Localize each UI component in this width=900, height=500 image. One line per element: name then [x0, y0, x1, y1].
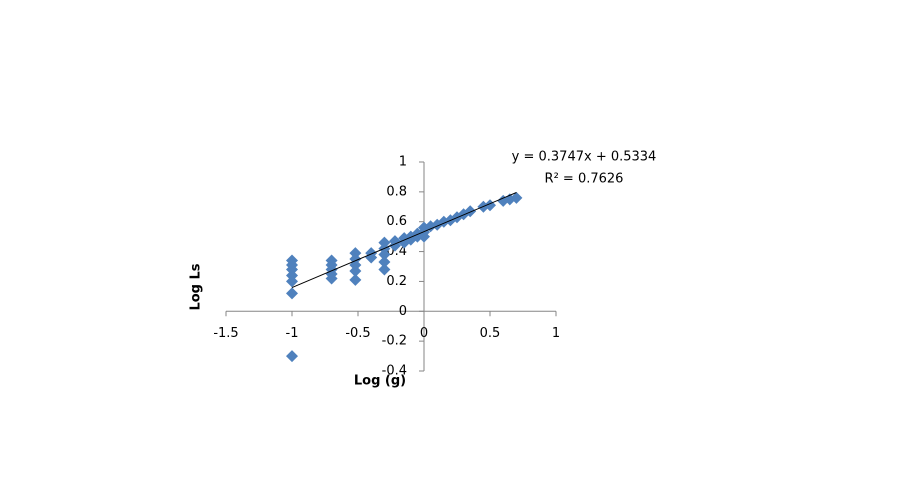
- point: [418, 230, 430, 243]
- y-tick-label: 1: [399, 155, 407, 170]
- x-tick-label: 1: [552, 326, 560, 341]
- x-tick-label: 0: [420, 326, 428, 341]
- trendline-r2: R² = 0.7626: [545, 172, 624, 187]
- y-axis-label: Log Ls: [189, 263, 204, 310]
- point: [286, 287, 298, 300]
- y-tick-label: 0: [399, 304, 407, 319]
- y-tick-label: 0.6: [386, 214, 407, 229]
- point: [378, 256, 391, 269]
- y-tick-label: 0.2: [386, 274, 407, 289]
- trendline: [291, 192, 517, 289]
- point: [286, 275, 298, 288]
- point: [510, 191, 523, 204]
- y-tick-label: -0.4: [382, 364, 407, 379]
- point: [378, 248, 391, 261]
- x-tick-label: -0.5: [345, 326, 370, 341]
- x-tick-label: -1.5: [213, 326, 238, 341]
- point: [378, 263, 391, 276]
- point: [325, 272, 338, 285]
- y-tick-label: -0.2: [382, 334, 407, 349]
- x-axis-label: Log (g): [354, 374, 406, 389]
- point: [286, 350, 298, 363]
- trendline-equation: y = 0.3747x + 0.5334: [512, 150, 657, 165]
- x-tick-label: 0.5: [480, 326, 501, 341]
- point: [464, 205, 477, 218]
- point: [349, 264, 362, 277]
- x-tick-label: -1: [286, 326, 299, 341]
- y-tick-label: 0.8: [386, 184, 407, 199]
- point: [365, 251, 378, 264]
- point: [349, 273, 362, 286]
